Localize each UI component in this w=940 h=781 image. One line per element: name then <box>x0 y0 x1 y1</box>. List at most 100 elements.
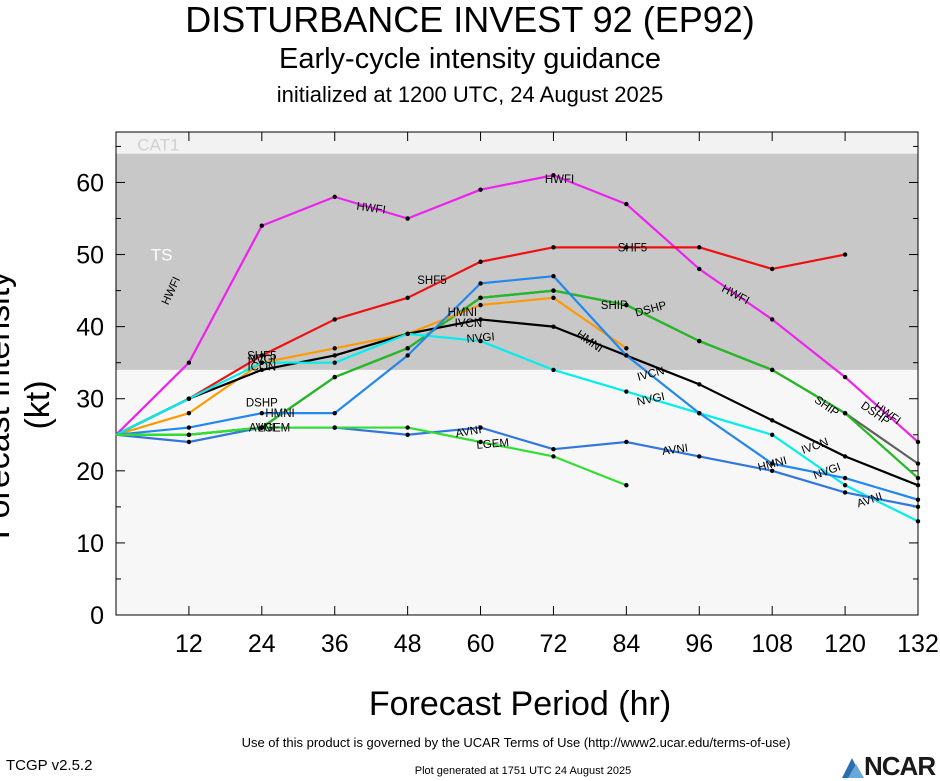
data-point-lgem <box>186 432 192 437</box>
series-label-nvgi: NVGI <box>636 391 666 409</box>
data-point-avni <box>697 454 702 459</box>
y-tick-label: 10 <box>76 530 104 558</box>
series-label-hmni: HMNI <box>448 307 477 319</box>
data-point-lgem <box>259 425 265 430</box>
data-point-icon <box>186 410 192 416</box>
series-label-hmni: HMNI <box>265 408 294 420</box>
x-tick-label: 120 <box>824 630 866 658</box>
series-label-shf5: SHF5 <box>247 350 276 362</box>
data-point-icon <box>332 346 337 351</box>
series-label-avni: AVNI <box>249 423 275 435</box>
series-label-hwfi: HWFI <box>356 201 387 217</box>
data-point-shf5 <box>332 317 337 322</box>
data-point-avni <box>405 432 410 437</box>
data-point-hwfi <box>842 374 848 380</box>
y-tick-label: 30 <box>76 386 104 414</box>
series-label-avni: AVNI <box>661 442 688 458</box>
ncar-logo-icon <box>842 758 864 778</box>
data-point-hwfi <box>551 173 556 178</box>
data-point-hmni <box>478 281 483 286</box>
data-point-ship <box>551 288 556 293</box>
data-point-ivcn <box>697 382 702 387</box>
plot-frame <box>115 131 919 616</box>
data-point-shf5 <box>405 295 410 301</box>
data-point-dshp <box>915 461 921 466</box>
data-point-nvgi <box>259 360 265 365</box>
series-line-ivcn <box>115 318 919 487</box>
data-point-ivcn <box>842 454 848 459</box>
series-label-shf5: SHF5 <box>618 242 647 254</box>
x-tick-label: 72 <box>540 630 568 658</box>
series-label-dshp: DSHP <box>246 397 278 409</box>
data-point-icon <box>624 346 629 351</box>
data-point-avni <box>551 446 556 452</box>
series-label-text: SHIP <box>601 300 628 312</box>
y-tick-label: 50 <box>76 242 104 270</box>
chart-subtitle: Early-cycle intensity guidance <box>278 43 661 75</box>
series-label-shf5: SHF5 <box>417 275 446 287</box>
data-point-hwfi <box>624 201 629 207</box>
data-point-nvgi <box>332 360 337 365</box>
data-point-icon <box>478 302 483 308</box>
band-label-ts: TS <box>151 246 173 265</box>
data-point-ivcn <box>259 367 265 373</box>
series-label-text: SHF5 <box>618 242 647 254</box>
series-label-text: HWFI <box>545 174 574 186</box>
data-point-nvgi <box>624 389 629 394</box>
x-tick-label: 60 <box>467 630 495 658</box>
y-tick-label: 40 <box>76 314 104 342</box>
data-point-ship <box>915 475 921 481</box>
series-label-hwfi: HWFI <box>545 174 574 186</box>
data-point-ivcn <box>478 317 483 322</box>
data-point-lgem <box>624 483 629 488</box>
data-point-nvgi <box>915 519 921 524</box>
data-point-shf5 <box>624 245 629 250</box>
data-point-hwfi <box>405 216 410 221</box>
data-point-avni <box>478 425 483 430</box>
data-point-lgem <box>405 425 410 430</box>
y-tick-label: 0 <box>90 602 104 630</box>
series-label-lgem: LGEM <box>258 423 291 435</box>
data-point-ship <box>842 410 848 416</box>
data-point-ivcn <box>769 418 775 423</box>
data-point-hmni <box>624 353 629 358</box>
data-point-avni <box>624 439 629 445</box>
series-label-text: DSHP <box>246 397 278 409</box>
data-point-hwfi <box>478 187 483 192</box>
series-label-avni: AVNI <box>455 424 483 440</box>
data-point-hmni <box>186 425 192 430</box>
data-point-hmni <box>259 410 265 416</box>
series-label-text: AVNI <box>661 442 688 458</box>
x-tick-label: 132 <box>897 630 939 658</box>
series-label-text: NVGI <box>248 354 276 366</box>
data-point-lgem <box>478 439 483 445</box>
data-point-hwfi <box>186 360 192 365</box>
data-point-hwfi <box>697 266 702 272</box>
series-label-text: IVCN <box>455 318 482 330</box>
series-label-text: ICON <box>247 361 276 373</box>
series-label-text: LGEM <box>476 437 510 452</box>
data-point-nvgi <box>405 331 410 337</box>
series-label-text: HWFI <box>356 201 387 217</box>
data-point-lgem <box>332 425 337 430</box>
data-point-hmni <box>551 273 556 279</box>
series-label-ship: SHIP <box>601 300 628 312</box>
data-point-lgem <box>551 454 556 459</box>
x-tick-label: 12 <box>175 630 203 658</box>
series-label-nvgi: NVGI <box>466 331 495 345</box>
data-point-shf5 <box>551 245 556 250</box>
ncar-logo: NCAR <box>840 752 940 780</box>
data-point-shf5 <box>842 252 848 257</box>
series-label-ivcn: IVCN <box>455 318 482 330</box>
series-line-hwfi <box>115 174 919 443</box>
data-point-hmni <box>332 410 337 416</box>
series-line-lgem <box>116 426 627 487</box>
series-label-nvgi: NVGI <box>248 354 276 366</box>
x-tick-label: 48 <box>394 630 422 658</box>
data-point-nvgi <box>186 396 192 401</box>
series-label-text: HMNI <box>265 408 294 420</box>
data-point-nvgi <box>478 338 483 344</box>
series-line-hmni <box>115 275 919 501</box>
data-point-ship <box>478 295 483 301</box>
x-tick-label: 96 <box>685 630 713 658</box>
